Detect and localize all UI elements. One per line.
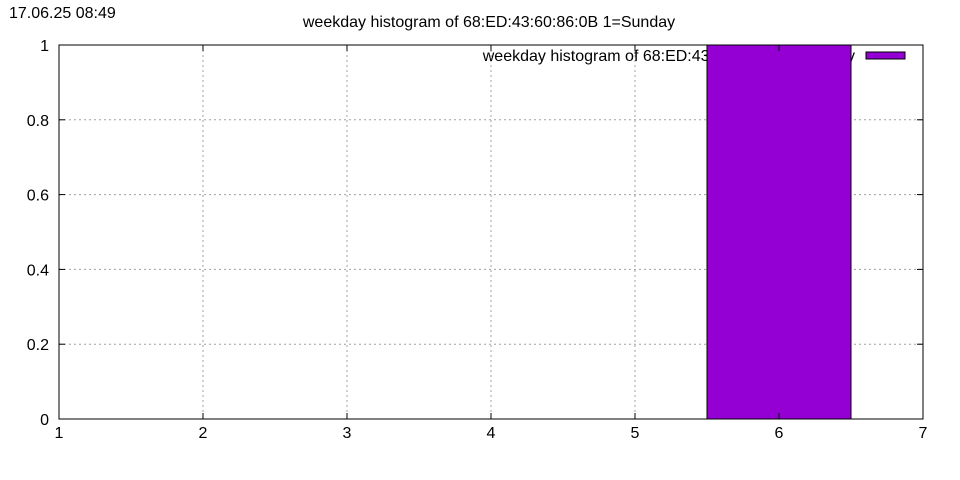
y-tick-label: 1 [40, 38, 49, 55]
x-tick-label: 2 [199, 425, 208, 442]
x-tick-label: 1 [55, 425, 64, 442]
y-tick-label: 0.6 [27, 188, 49, 205]
timestamp-label: 17.06.25 08:49 [9, 5, 116, 22]
x-tick-label: 3 [343, 425, 352, 442]
ticks-layer [58, 44, 924, 420]
y-tick-label: 0 [40, 412, 49, 429]
chart-title: weekday histogram of 68:ED:43:60:86:0B 1… [302, 14, 675, 31]
x-tick-label: 7 [919, 425, 928, 442]
x-axis-tick-labels: 1 2 3 4 5 6 7 [55, 425, 928, 442]
bars-layer [706, 44, 852, 420]
legend-swatch [865, 51, 906, 60]
y-axis-tick-labels: 0 0.2 0.4 0.6 0.8 1 [27, 38, 49, 429]
y-tick-label: 0.8 [27, 113, 49, 130]
x-tick-label: 4 [487, 425, 496, 442]
x-tick-label: 5 [631, 425, 640, 442]
y-tick-label: 0.2 [27, 337, 49, 354]
y-tick-label: 0.4 [27, 262, 49, 279]
histogram-bar [706, 44, 852, 420]
x-tick-label: 6 [775, 425, 784, 442]
